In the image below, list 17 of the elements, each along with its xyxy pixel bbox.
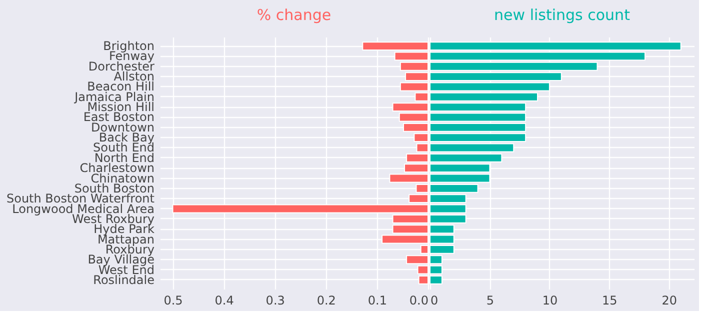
x-tick-label: 0.5: [164, 294, 183, 308]
y-tick-label: Hyde Park: [94, 222, 155, 236]
x-tick-label: 5: [486, 294, 494, 308]
y-tick-label: Brighton: [103, 39, 154, 54]
chart-title: % change: [256, 6, 332, 24]
y-tick-label: Bay Village: [88, 252, 154, 267]
x-tick-label: 0.2: [316, 294, 336, 308]
x-tick-label: 0.0: [409, 294, 428, 308]
x-tick-label: 20: [662, 294, 678, 308]
x-tick-label: 0: [430, 294, 438, 308]
chart-title: new listings count: [494, 6, 630, 24]
x-tick-label: 10: [542, 294, 558, 308]
y-tick-label: Roslindale: [93, 272, 154, 287]
x-tick-label: 15: [602, 294, 618, 308]
x-tick-label: 0.1: [368, 294, 387, 308]
x-tick-label: 0.3: [266, 294, 285, 308]
x-tick-label: 0.4: [214, 294, 234, 308]
